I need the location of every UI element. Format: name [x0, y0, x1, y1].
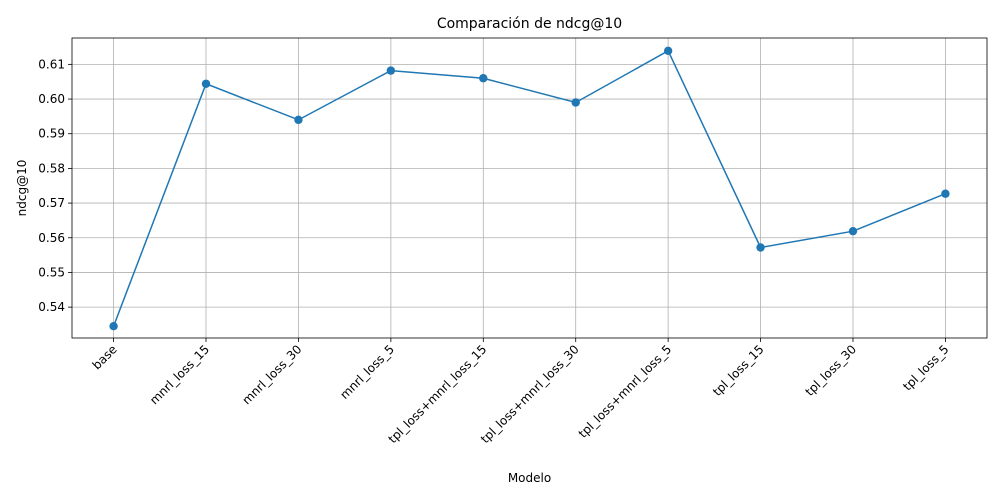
grid-lines — [72, 38, 987, 338]
y-tick-label: 0.59 — [38, 127, 65, 141]
chart-title: Comparación de ndcg@10 — [437, 16, 622, 32]
y-tick-label: 0.56 — [38, 231, 65, 245]
data-point — [848, 226, 858, 236]
data-point — [941, 189, 950, 198]
data-point — [663, 46, 673, 56]
y-tick-label: 0.60 — [38, 92, 65, 106]
data-point — [756, 243, 765, 252]
y-tick-label: 0.58 — [38, 161, 65, 175]
data-point — [294, 115, 303, 125]
y-tick-label: 0.54 — [38, 300, 65, 314]
plot-frame — [71, 37, 988, 339]
y-tick-label: 0.55 — [38, 265, 65, 279]
data-point — [479, 74, 488, 83]
y-axis-label: ndcg@10 — [15, 160, 29, 217]
data-point — [109, 322, 118, 331]
x-axis-label: Modelo — [508, 471, 551, 485]
data-point — [571, 98, 580, 107]
y-tick-label: 0.57 — [38, 196, 65, 210]
series-line — [112, 49, 946, 327]
data-point — [386, 66, 396, 75]
data-point — [201, 79, 211, 88]
y-axis: 0.54 0.55 0.56 0.57 0.58 0.59 0.60 0.61 — [38, 57, 72, 314]
series-layer — [109, 46, 950, 331]
y-tick-label: 0.61 — [38, 57, 65, 71]
